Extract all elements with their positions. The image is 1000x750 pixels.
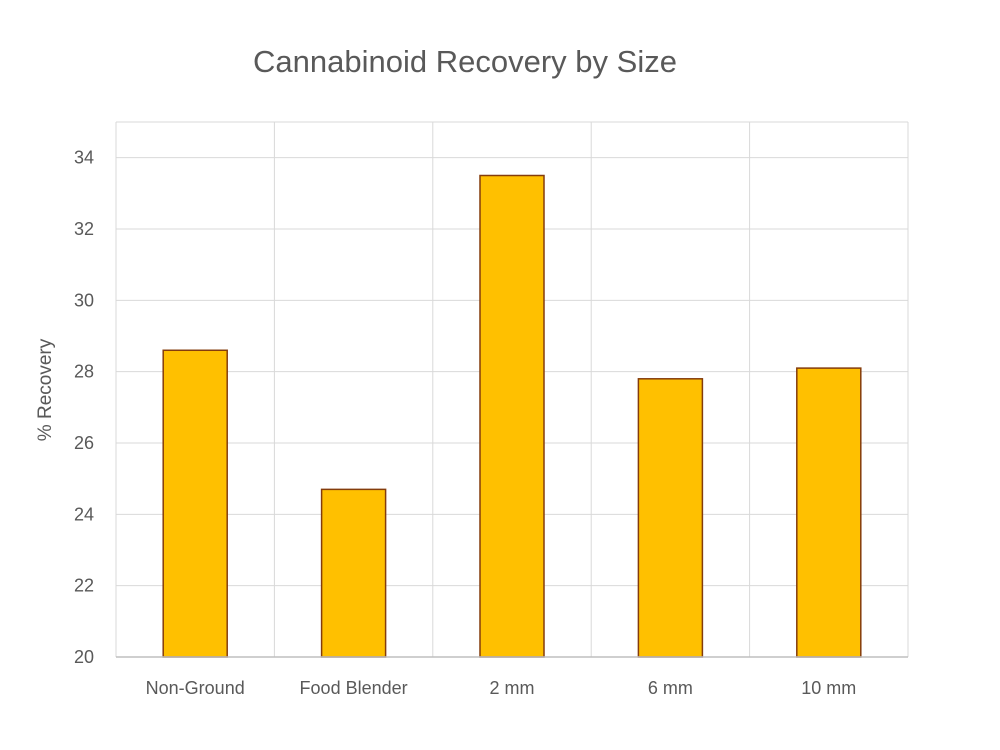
bar — [320, 488, 387, 658]
bar — [796, 367, 862, 658]
y-axis-title: % Recovery — [35, 338, 56, 441]
y-tick-label: 24 — [74, 504, 94, 524]
y-tick-label: 34 — [74, 148, 94, 168]
x-tick-label: Food Blender — [300, 678, 408, 698]
chart-title: Cannabinoid Recovery by Size — [253, 44, 677, 79]
y-tick-label: 22 — [74, 576, 94, 596]
y-tick-label: 20 — [74, 647, 94, 667]
x-tick-label: Non-Ground — [146, 678, 245, 698]
bar — [162, 349, 228, 658]
x-tick-label: 2 mm — [490, 678, 535, 698]
y-tick-label: 28 — [74, 362, 94, 382]
y-tick-label: 30 — [74, 290, 94, 310]
y-tick-label: 26 — [74, 433, 94, 453]
axes: 20 22 24 26 28 30 32 34 Non-Ground Food Blender 2 … — [74, 148, 908, 698]
y-tick-label: 32 — [74, 219, 94, 239]
x-tick-label: 6 mm — [648, 678, 693, 698]
bars — [162, 174, 862, 658]
bar — [637, 378, 704, 658]
bar — [479, 174, 545, 658]
x-tick-label: 10 mm — [801, 678, 856, 698]
